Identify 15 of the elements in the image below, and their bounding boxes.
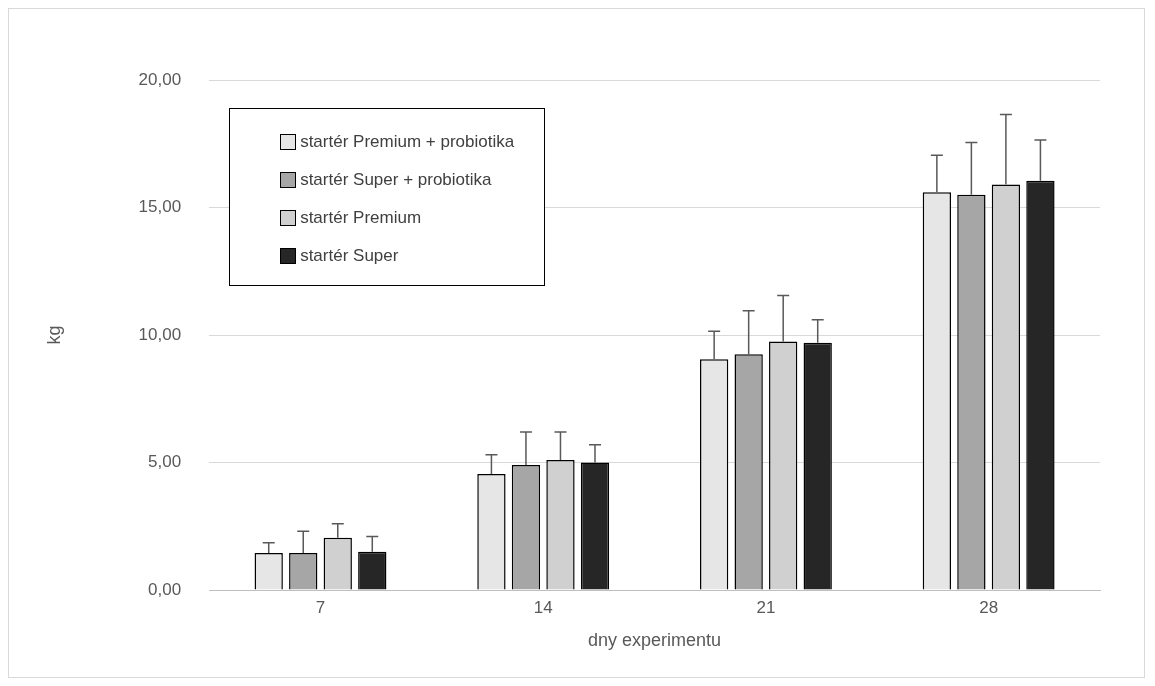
y-tick-label: 20,00 [138,69,182,89]
x-tick-label: 28 [979,597,999,617]
legend-label: startér Premium + probiotika [300,132,515,152]
y-axis-title: kg [43,325,64,345]
legend-label: startér Super + probiotika [300,170,492,190]
y-tick-label: 5,00 [148,452,182,472]
x-axis-title: dny experimentu [588,630,722,651]
x-tick-label: 14 [533,597,553,617]
x-tick-label: 21 [756,597,776,617]
y-tick-label: 10,00 [138,324,182,344]
legend-label: startér Super [300,246,399,266]
x-tick-label: 7 [315,597,326,617]
y-tick-label: 0,00 [148,579,182,599]
legend-label: startér Premium [300,208,422,228]
y-tick-label: 15,00 [138,197,182,217]
